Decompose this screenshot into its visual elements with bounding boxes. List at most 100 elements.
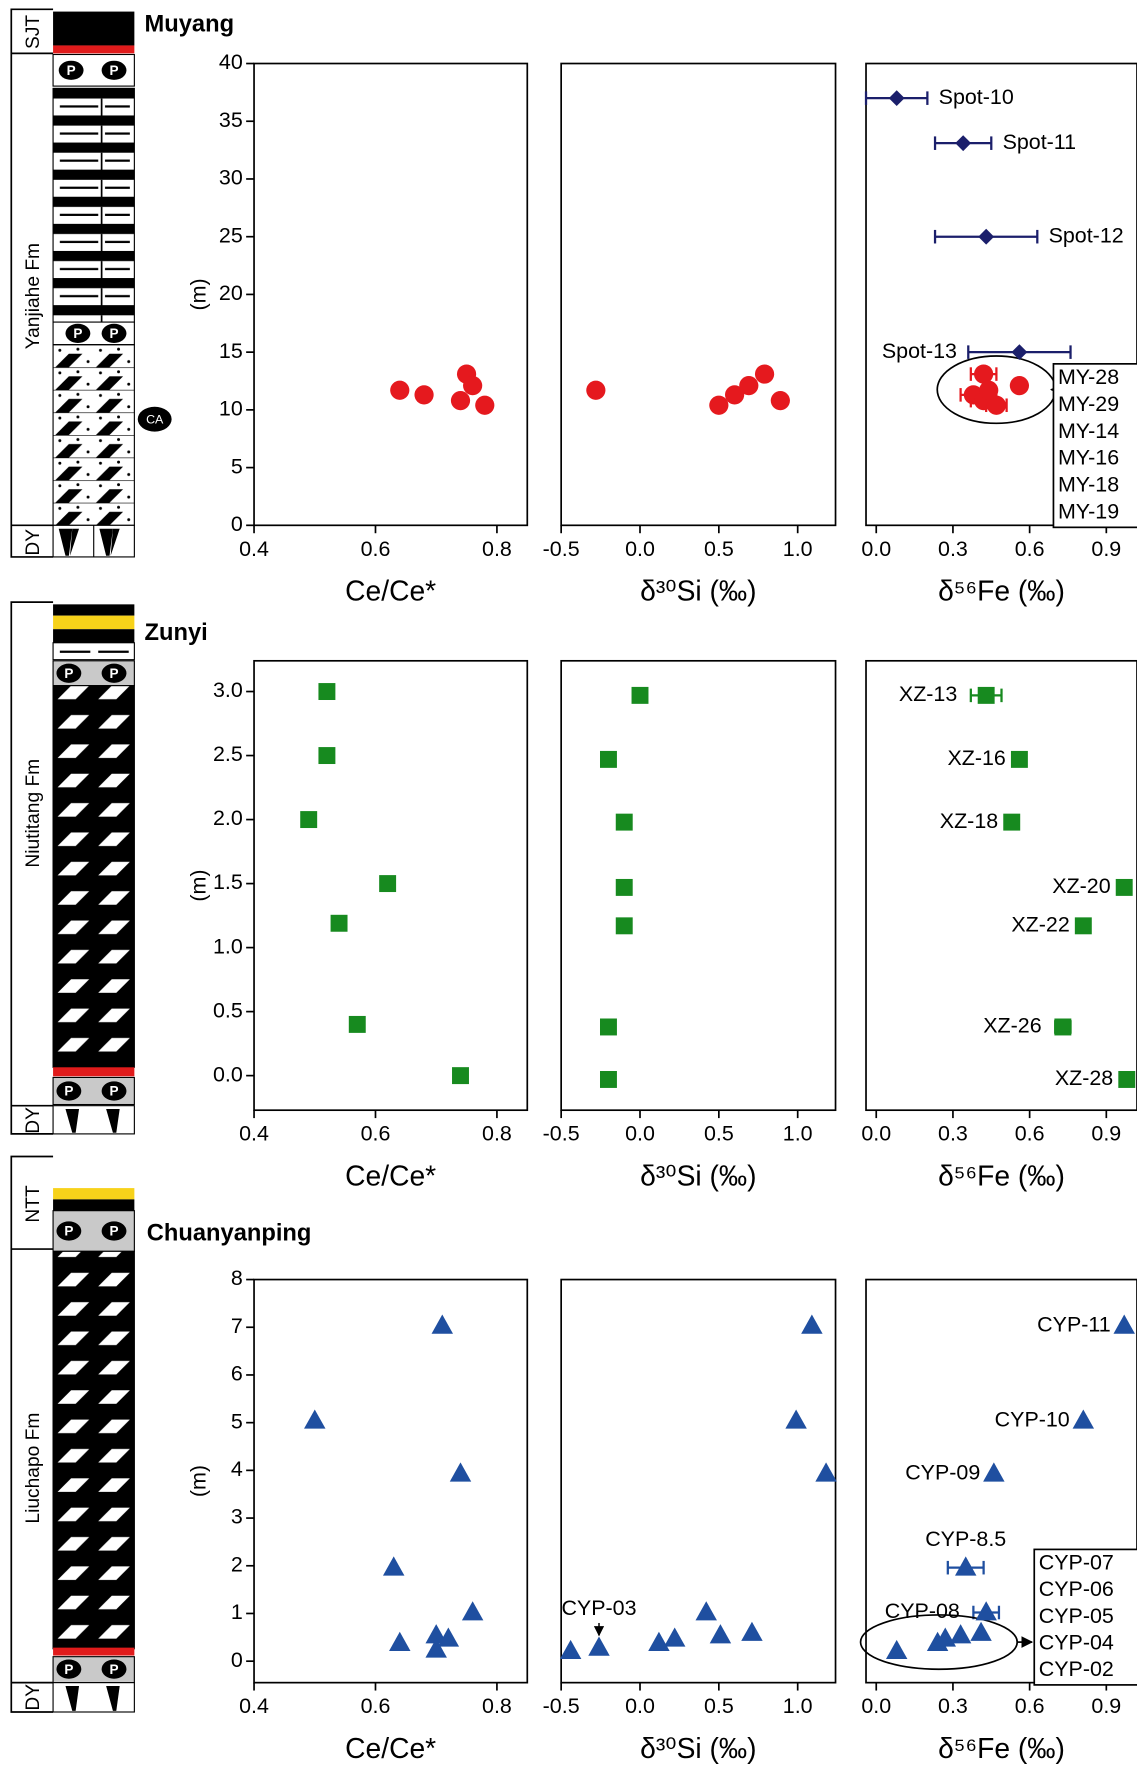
data-point [801,1314,823,1334]
data-point [1011,344,1028,361]
y-tick-label: 0.0 [213,1062,243,1086]
group-label: MY-19 [1058,499,1119,523]
group-label: CYP-07 [1039,1551,1114,1575]
data-point [709,395,729,415]
data-point [955,135,972,152]
x-tick-label: 0.3 [938,1694,968,1718]
plot-frame [253,62,529,527]
data-point [741,1621,763,1641]
y-axis-title: (m) [187,869,211,901]
data-point [414,385,434,405]
x-tick-label: 0.0 [625,537,655,561]
x-tick-label: 0.5 [704,1122,734,1146]
panel: -0.5 0.0 0.5 1.0 δ³⁰Si (‰) [543,659,837,1191]
y-tick-label: 5 [231,1409,243,1433]
symbol-label: P [110,1084,119,1099]
y-tick-label: 20 [219,281,243,305]
y-tick-label: 4 [231,1457,243,1481]
x-tick-label: 0.8 [482,1694,512,1718]
data-point [461,1601,484,1621]
panel: -0.5 0.0 0.5 1.0 δ³⁰Si (‰) [543,62,837,607]
x-tick-label: 0.0 [861,1122,891,1146]
x-tick-label: 0.9 [1091,1122,1121,1146]
group-label: CYP-06 [1039,1577,1114,1601]
panel: 0.4 0.6 0.8 0 5 10 15 20 25 30 35 40 Ce/Ce* (m) [187,50,529,607]
point-label: XZ-28 [1055,1066,1113,1090]
section-name: Muyang [145,11,235,37]
data-point [631,686,649,704]
panel: 0.4 0.6 0.8 0.0 0.5 1.0 1.5 2.0 2.5 3.0 Ce/Ce* (m) [187,659,529,1191]
data-point [348,1015,366,1033]
unit-block [53,1647,135,1656]
x-tick-label: 0.6 [361,537,391,561]
data-point [648,1631,670,1651]
unit-label: DY [23,1684,44,1711]
y-tick-label: 6 [231,1362,243,1386]
bracket [10,1155,54,1713]
x-tick-label: 0.6 [361,1122,391,1146]
symbol-label: P [64,666,73,681]
unit-label: DY [23,529,44,556]
panel: 0.4 0.6 0.8 0 1 2 3 4 5 6 7 8 Ce/Ce* (m) [187,1266,529,1764]
plot-frame [865,62,1137,527]
y-tick-label: 2 [231,1552,243,1576]
x-tick-label: 0.5 [704,537,734,561]
data-point [379,875,397,893]
dy-symbol [99,528,113,556]
plot-frame [253,1278,529,1684]
data-point [885,1639,908,1660]
symbol-label: P [110,63,119,78]
unit-block [52,642,135,661]
data-point [1115,878,1133,896]
symbol-label: P [110,326,119,341]
unit-block [53,1199,135,1211]
data-point [330,914,348,932]
data-point [770,391,790,411]
y-tick-label: 15 [219,339,243,363]
data-point [815,1462,837,1482]
data-point [970,1621,992,1641]
data-point [450,391,471,411]
data-point [425,1638,447,1658]
point-label: XZ-22 [1011,913,1069,937]
plot-frame [560,62,837,527]
data-point [983,1462,1005,1482]
y-tick-label: 40 [219,50,243,74]
unit-block [52,344,135,526]
group-label: CYP-05 [1039,1604,1114,1628]
unit-block [53,615,135,630]
data-point [1009,376,1030,396]
symbol-circle [56,663,82,683]
x-axis-title: δ³⁰Si (‰) [640,1159,756,1191]
data-point [304,1409,326,1429]
data-point [977,686,995,704]
data-point [975,1601,997,1621]
y-tick-label: 1.5 [213,870,243,894]
data-point [599,1018,617,1036]
point-label: XZ-16 [947,746,1005,770]
x-tick-label: 0.4 [239,537,269,561]
data-point [754,364,775,384]
symbol-circle [101,1081,127,1101]
data-point [390,380,410,400]
plot-frame [865,659,1137,1112]
y-tick-label: 0 [231,512,243,536]
x-axis-title: δ³⁰Si (‰) [640,1732,756,1764]
data-point [449,1462,472,1482]
group-box [1033,1548,1137,1686]
data-point [599,1070,617,1088]
data-point [389,1631,411,1651]
symbol-circle [56,1659,82,1679]
data-point [934,1627,956,1647]
unit-block [53,45,135,54]
symbol-label: P [110,1662,119,1677]
point-label: CYP-11 [1037,1312,1110,1336]
data-point [431,1314,454,1334]
symbol-circle [56,1221,82,1241]
plot-frame [560,1278,837,1684]
point-label: XZ-20 [1052,874,1110,898]
point-label: XZ-18 [940,809,998,833]
symbol-label: P [110,666,119,681]
symbol-label: P [110,1224,119,1239]
x-tick-label: 1.0 [783,1694,813,1718]
